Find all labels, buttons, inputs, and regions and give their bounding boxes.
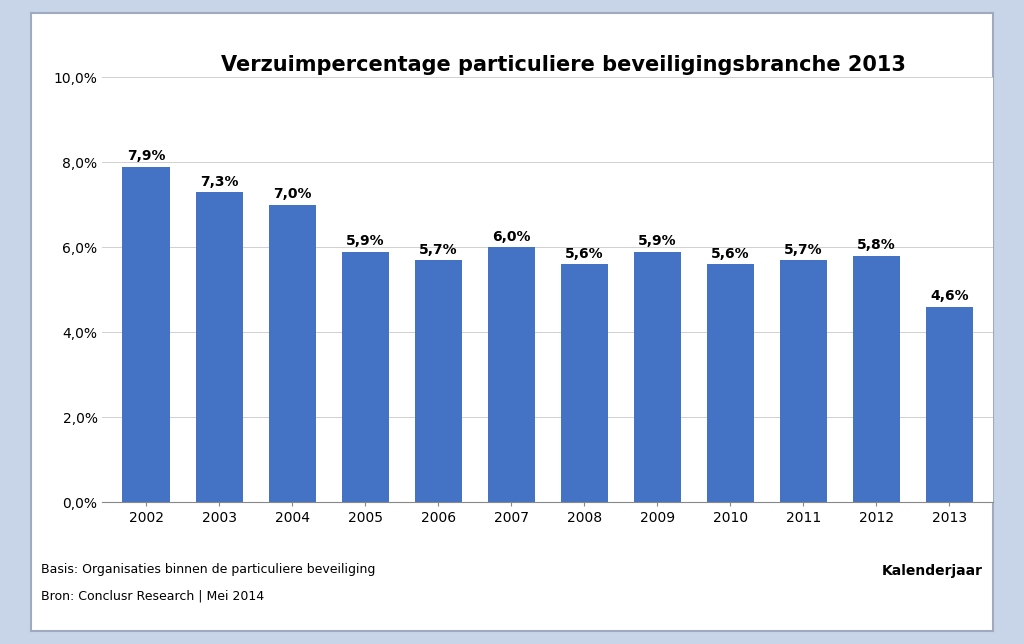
Bar [487, 247, 536, 502]
Text: Kalenderjaar: Kalenderjaar [882, 564, 983, 578]
Text: 7,9%: 7,9% [127, 149, 166, 163]
Bar [707, 264, 754, 502]
Text: 7,0%: 7,0% [273, 187, 311, 202]
Bar [634, 252, 681, 502]
Bar [196, 192, 243, 502]
Bar [268, 205, 316, 502]
Text: Verzuimpercentage particuliere beveiligingsbranche 2013: Verzuimpercentage particuliere beveiligi… [221, 55, 905, 75]
Text: 6,0%: 6,0% [493, 230, 530, 244]
Text: 5,9%: 5,9% [346, 234, 385, 248]
Text: 5,6%: 5,6% [565, 247, 604, 261]
Text: 7,3%: 7,3% [200, 175, 239, 189]
Bar [342, 252, 389, 502]
Text: 4,6%: 4,6% [930, 289, 969, 303]
Text: 5,7%: 5,7% [784, 243, 822, 257]
Bar [123, 167, 170, 502]
Text: 5,8%: 5,8% [857, 238, 896, 252]
Text: Bron: Conclusr Research | Mei 2014: Bron: Conclusr Research | Mei 2014 [41, 589, 264, 602]
Bar [926, 307, 973, 502]
Text: 5,6%: 5,6% [711, 247, 750, 261]
Text: Basis: Organisaties binnen de particuliere beveiliging: Basis: Organisaties binnen de particulie… [41, 564, 376, 576]
Bar [779, 260, 827, 502]
Bar [415, 260, 462, 502]
Text: 5,9%: 5,9% [638, 234, 677, 248]
Bar [560, 264, 608, 502]
Bar [853, 256, 900, 502]
Text: 5,7%: 5,7% [419, 243, 458, 257]
